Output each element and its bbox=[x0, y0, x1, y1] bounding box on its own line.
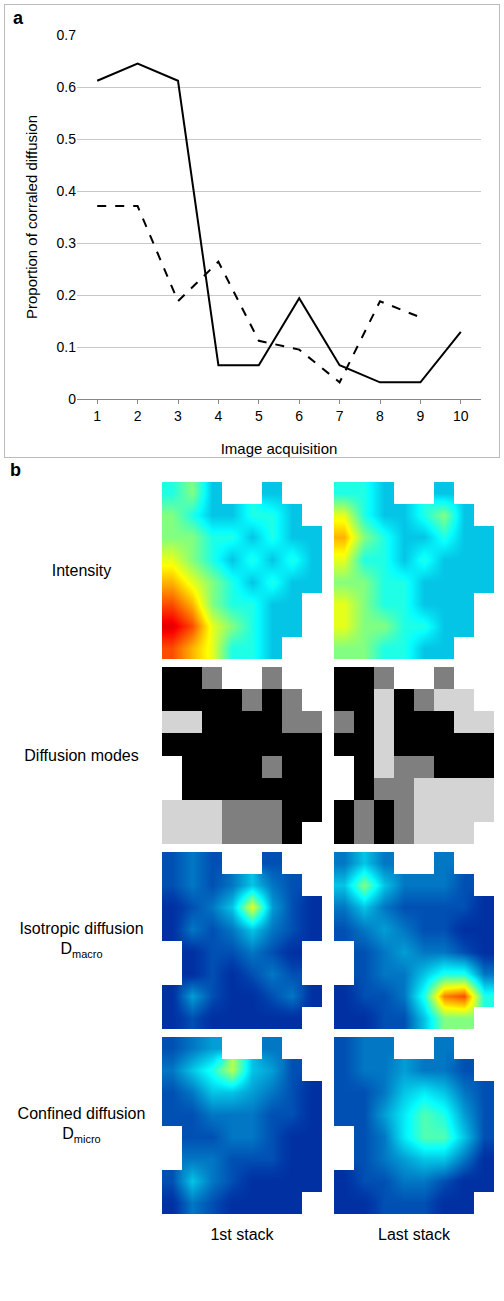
html-text:a: a bbox=[13, 8, 23, 28]
svg-text:0.1: 0.1 bbox=[57, 339, 77, 355]
html-text:Dmacro: Dmacro bbox=[60, 940, 103, 961]
svg-text:0.4: 0.4 bbox=[57, 183, 77, 199]
svg-text:10: 10 bbox=[453, 408, 469, 424]
svg-text:5: 5 bbox=[255, 408, 263, 424]
svg-text:4: 4 bbox=[215, 408, 223, 424]
html-text:Isotropic diffusion: Isotropic diffusion bbox=[19, 920, 144, 937]
svg-text:0.7: 0.7 bbox=[57, 27, 77, 43]
svg-text:0: 0 bbox=[68, 391, 76, 407]
html-text:Confined diffusion: Confined diffusion bbox=[17, 1105, 146, 1122]
html-text:Intensity: Intensity bbox=[51, 561, 112, 579]
svg-text:8: 8 bbox=[376, 408, 384, 424]
svg-text:3: 3 bbox=[174, 408, 182, 424]
svg-text:6: 6 bbox=[295, 408, 303, 424]
html-text:Last stack: Last stack bbox=[378, 1226, 450, 1243]
svg-text:0.3: 0.3 bbox=[57, 235, 77, 251]
svg-text:9: 9 bbox=[417, 408, 425, 424]
html-text:Dmicro: Dmicro bbox=[62, 1125, 101, 1146]
svg-text:Image acquisition: Image acquisition bbox=[221, 440, 338, 457]
svg-text:0.2: 0.2 bbox=[57, 287, 77, 303]
svg-text:0.5: 0.5 bbox=[57, 131, 77, 147]
svg-text:0.6: 0.6 bbox=[57, 79, 77, 95]
svg-text:7: 7 bbox=[336, 408, 344, 424]
html-text:Diffusion modes: Diffusion modes bbox=[24, 746, 139, 764]
html-text:1st stack: 1st stack bbox=[210, 1226, 274, 1243]
html-text:b: b bbox=[10, 460, 21, 480]
svg-text:Proportion of corraled diffusi: Proportion of corraled diffusion bbox=[23, 115, 40, 319]
svg-text:1: 1 bbox=[93, 408, 101, 424]
svg-text:2: 2 bbox=[134, 408, 142, 424]
